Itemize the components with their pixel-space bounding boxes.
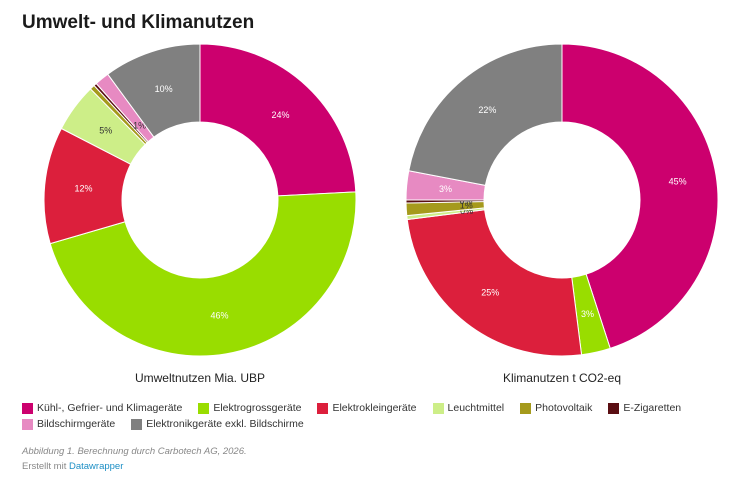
- donut-slice: [406, 209, 583, 357]
- slice-label: 3%: [439, 184, 452, 194]
- donut-chart-umweltnutzen: 24% 46% 12% 5% 1% 10% Umweltnutzen Mia. UBP: [43, 44, 357, 385]
- slice-label: 25%: [481, 287, 499, 297]
- legend-item: Leuchtmittel: [432, 402, 505, 414]
- legend-label: Elektronikgeräte exkl. Bildschirme: [146, 418, 304, 430]
- slice-label: 10%: [155, 84, 173, 94]
- legend-swatch: [22, 418, 33, 430]
- legend-swatch: [131, 418, 143, 430]
- legend-label: E-Zigaretten: [623, 402, 682, 414]
- legend-label: Photovoltaik: [535, 402, 593, 414]
- legend-swatch: [22, 402, 33, 414]
- donut-slice: [408, 44, 563, 186]
- footnotes: Abbildung 1. Berechnung durch Carbotech …: [22, 446, 247, 472]
- slice-label: 1%: [460, 201, 473, 211]
- chart-caption: Klimanutzen t CO2-eq: [503, 371, 621, 385]
- legend-item: Kühl-, Gefrier- und Klimageräte: [22, 402, 182, 414]
- legend-swatch: [198, 402, 210, 414]
- slice-label: 3%: [581, 309, 594, 319]
- credit-line: Erstellt mit Datawrapper: [22, 461, 247, 472]
- legend-item: Photovoltaik: [520, 402, 592, 414]
- slice-label: 0%: [459, 196, 472, 206]
- donut-slice: [561, 44, 719, 349]
- legend-item: Elektronikgeräte exkl. Bildschirme: [131, 418, 304, 430]
- legend-label: Bildschirmgeräte: [37, 418, 116, 430]
- legend-label: Elektrokleingeräte: [332, 402, 417, 414]
- slice-label: 46%: [210, 310, 228, 320]
- slice-label: 22%: [478, 105, 496, 115]
- donut-chart-klimanutzen: 45% 3% 25% 0%1%0% 3% 22% Klimanutzen t CO2-eq: [405, 44, 719, 385]
- donut-slice: [49, 191, 357, 357]
- legend: Kühl-, Gefrier- und Klimageräte Elektrogr…: [22, 402, 742, 430]
- legend-item: Elektrogrossgeräte: [198, 402, 301, 414]
- legend-item: Elektrokleingeräte: [317, 402, 417, 414]
- legend-item: E-Zigaretten: [608, 402, 681, 414]
- legend-label: Elektrogrossgeräte: [213, 402, 302, 414]
- slice-label: 12%: [74, 184, 92, 194]
- legend-item: Bildschirmgeräte: [22, 418, 115, 430]
- slice-label: 1%: [133, 120, 146, 130]
- figure-caption: Abbildung 1. Berechnung durch Carbotech …: [22, 446, 247, 457]
- donut-slice: [107, 44, 201, 138]
- legend-swatch: [317, 402, 329, 414]
- slice-label: 5%: [99, 126, 112, 136]
- legend-swatch: [520, 402, 532, 414]
- legend-label: Kühl-, Gefrier- und Klimageräte: [37, 402, 183, 414]
- slice-label: 24%: [271, 110, 289, 120]
- chart-caption: Umweltnutzen Mia. UBP: [135, 371, 265, 385]
- legend-label: Leuchtmittel: [447, 402, 505, 414]
- donut-slice: [199, 44, 357, 197]
- datawrapper-link[interactable]: Datawrapper: [68, 461, 124, 472]
- legend-swatch: [432, 402, 444, 414]
- legend-swatch: [608, 402, 620, 414]
- credit-prefix: Erstellt mit: [22, 461, 69, 472]
- chart-title: Umwelt- und Klimanutzen: [22, 12, 255, 33]
- slice-label: 0%: [460, 206, 473, 216]
- slice-label: 45%: [669, 177, 687, 187]
